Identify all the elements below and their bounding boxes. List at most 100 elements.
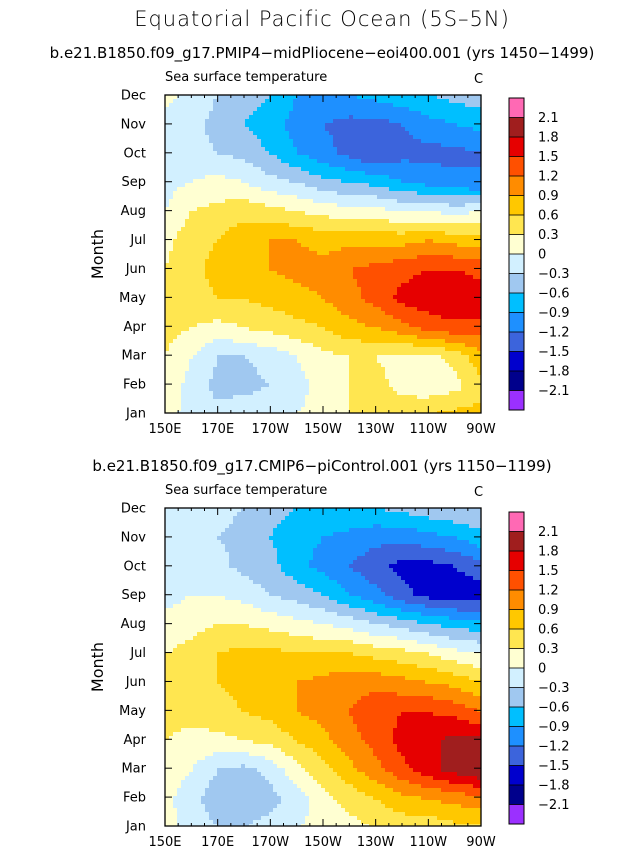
sst-cell bbox=[293, 191, 298, 196]
sst-cell bbox=[377, 255, 382, 260]
sst-cell bbox=[393, 167, 398, 172]
sst-cell bbox=[337, 323, 342, 328]
sst-cell bbox=[321, 175, 326, 180]
sst-cell bbox=[209, 315, 214, 320]
sst-cell bbox=[205, 187, 210, 192]
sst-cell bbox=[225, 191, 230, 196]
sst-cell bbox=[405, 103, 410, 108]
sst-cell bbox=[177, 183, 182, 188]
sst-cell bbox=[433, 115, 438, 120]
sst-cell bbox=[273, 239, 278, 244]
sst-cell bbox=[181, 135, 186, 140]
sst-cell bbox=[249, 159, 254, 164]
sst-cell bbox=[397, 307, 402, 312]
sst-cell bbox=[269, 303, 274, 308]
sst-cell bbox=[237, 151, 242, 156]
sst-cell bbox=[329, 331, 334, 336]
sst-cell bbox=[201, 275, 206, 280]
sst-cell bbox=[305, 231, 310, 236]
sst-cell bbox=[465, 99, 470, 104]
sst-cell bbox=[293, 111, 298, 116]
sst-cell bbox=[357, 303, 362, 308]
sst-cell bbox=[389, 227, 394, 232]
sst-cell bbox=[321, 247, 326, 252]
sst-cell bbox=[441, 259, 446, 264]
sst-cell bbox=[429, 199, 434, 204]
sst-cell bbox=[449, 191, 454, 196]
sst-cell bbox=[305, 319, 310, 324]
sst-cell bbox=[277, 135, 282, 140]
sst-cell bbox=[477, 327, 482, 332]
sst-cell bbox=[453, 303, 458, 308]
sst-cell bbox=[477, 155, 482, 160]
sst-cell bbox=[469, 147, 474, 152]
sst-cell bbox=[209, 111, 214, 116]
sst-cell bbox=[397, 327, 402, 332]
sst-cell bbox=[421, 323, 426, 328]
sst-cell bbox=[461, 207, 466, 212]
sst-cell bbox=[465, 335, 470, 340]
sst-cell bbox=[385, 99, 390, 104]
sst-cell bbox=[265, 127, 270, 132]
sst-cell bbox=[437, 295, 442, 300]
sst-cell bbox=[333, 247, 338, 252]
sst-cell bbox=[381, 275, 386, 280]
sst-cell bbox=[417, 279, 422, 284]
sst-cell bbox=[441, 263, 446, 268]
sst-cell bbox=[381, 171, 386, 176]
sst-cell bbox=[245, 235, 250, 240]
sst-cell bbox=[209, 331, 214, 336]
sst-cell bbox=[457, 151, 462, 156]
sst-cell bbox=[445, 263, 450, 268]
sst-cell bbox=[217, 223, 222, 228]
sst-cell bbox=[241, 259, 246, 264]
sst-cell bbox=[165, 247, 170, 252]
sst-cell bbox=[413, 327, 418, 332]
sst-cell bbox=[289, 171, 294, 176]
sst-cell bbox=[289, 155, 294, 160]
sst-cell bbox=[193, 179, 198, 184]
sst-cell bbox=[409, 159, 414, 164]
sst-cell bbox=[233, 179, 238, 184]
sst-cell bbox=[393, 263, 398, 268]
sst-cell bbox=[341, 151, 346, 156]
sst-cell bbox=[365, 343, 370, 348]
sst-cell bbox=[325, 175, 330, 180]
sst-cell bbox=[229, 343, 234, 348]
sst-cell bbox=[173, 107, 178, 112]
sst-cell bbox=[429, 231, 434, 236]
sst-cell bbox=[477, 307, 482, 312]
sst-cell bbox=[397, 259, 402, 264]
sst-cell bbox=[381, 319, 386, 324]
sst-cell bbox=[221, 263, 226, 268]
sst-cell bbox=[437, 207, 442, 212]
sst-cell bbox=[237, 239, 242, 244]
sst-cell bbox=[313, 219, 318, 224]
sst-cell bbox=[233, 223, 238, 228]
sst-cell bbox=[241, 231, 246, 236]
sst-cell bbox=[245, 299, 250, 304]
sst-cell bbox=[441, 163, 446, 168]
sst-cell bbox=[309, 339, 314, 344]
sst-cell bbox=[221, 339, 226, 344]
sst-cell bbox=[201, 119, 206, 124]
sst-cell bbox=[233, 231, 238, 236]
sst-cell bbox=[201, 251, 206, 256]
sst-cell bbox=[409, 275, 414, 280]
sst-cell bbox=[313, 183, 318, 188]
sst-cell bbox=[413, 295, 418, 300]
sst-cell bbox=[213, 335, 218, 340]
sst-cell bbox=[289, 307, 294, 312]
sst-cell bbox=[193, 151, 198, 156]
sst-cell bbox=[413, 183, 418, 188]
sst-cell bbox=[361, 103, 366, 108]
sst-cell bbox=[165, 195, 170, 200]
sst-cell bbox=[349, 163, 354, 168]
sst-cell bbox=[385, 127, 390, 132]
sst-cell bbox=[373, 163, 378, 168]
sst-cell bbox=[201, 107, 206, 112]
sst-cell bbox=[409, 319, 414, 324]
sst-cell bbox=[165, 143, 170, 148]
sst-cell bbox=[345, 163, 350, 168]
sst-cell bbox=[265, 191, 270, 196]
